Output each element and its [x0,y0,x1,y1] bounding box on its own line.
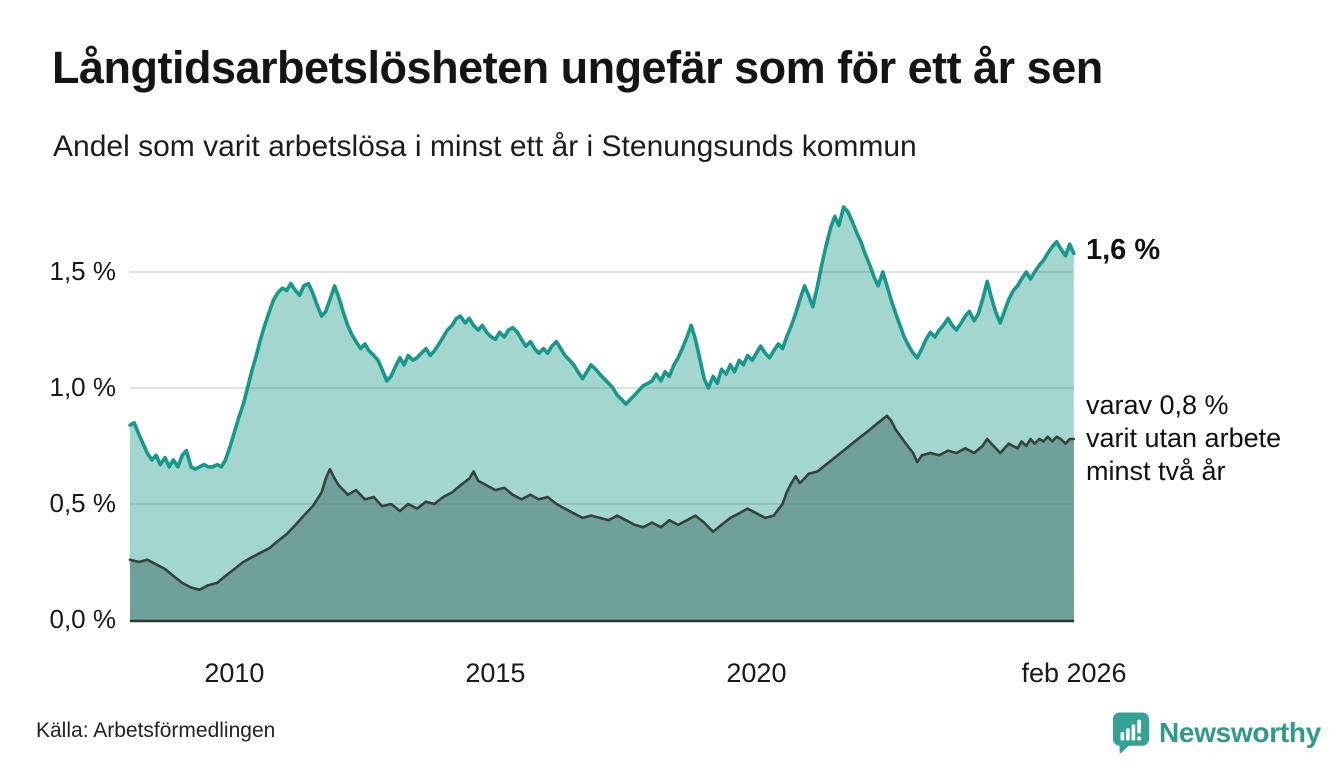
very-long-term-area [130,415,1074,620]
annotation-line: minst två år [1086,456,1226,487]
y-tick-label: 0,5 % [49,488,117,518]
x-tick-label: 2010 [204,658,265,688]
x-tick-label: 2020 [726,658,787,688]
y-tick-label: 1,5 % [49,256,117,286]
source-credit: Källa: Arbetsförmedlingen [36,719,276,742]
newsworthy-logo-text: Newsworthy [1159,716,1321,748]
annotation-line: varav 0,8 % [1086,390,1229,421]
newsworthy-logo-icon [1112,712,1150,754]
x-tick-label: feb 2026 [1021,658,1127,688]
page-title: Långtidsarbetslösheten ungefär som för e… [52,42,1103,93]
annotation-line: varit utan arbete [1086,423,1282,454]
y-tick-label: 0,0 % [49,604,117,634]
chart-subtitle: Andel som varit arbetslösa i minst ett å… [53,130,917,163]
secondary-series-annotation: varav 0,8 % varit utan arbete minst två … [1086,389,1281,488]
very-long-term-line [128,414,1076,592]
y-tick-label: 1,0 % [49,372,117,402]
long-term-line [128,205,1076,471]
x-tick-label: 2015 [465,658,526,688]
end-value-label: 1,6 % [1086,234,1161,267]
newsworthy-logo: Newsworthy [1112,711,1321,754]
